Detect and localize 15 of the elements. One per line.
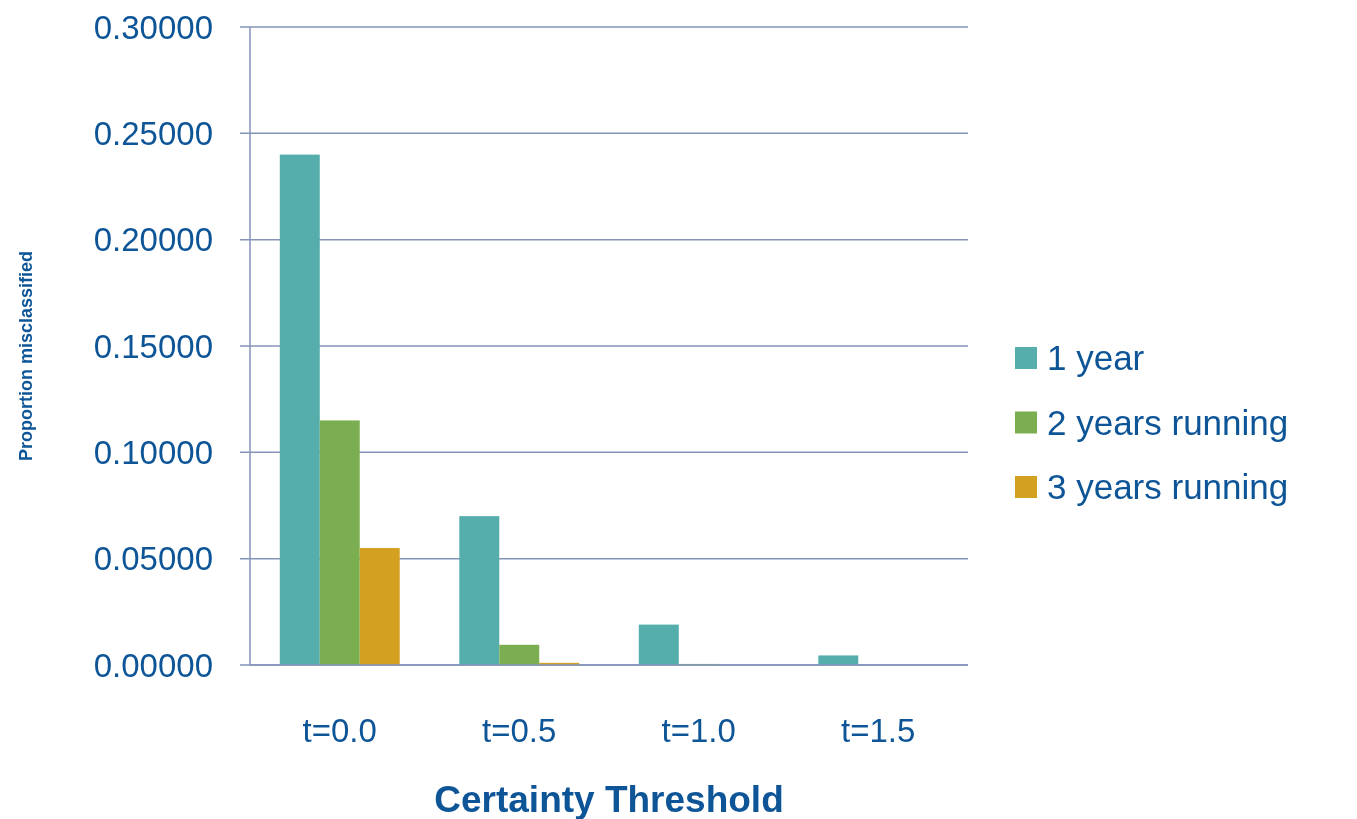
y-tick-label: 0.15000 — [93, 327, 213, 365]
x-tick-label: t=0.0 — [302, 712, 377, 749]
y-tick-label: 0.05000 — [93, 540, 213, 578]
x-tick-label: t=1.5 — [841, 712, 916, 749]
y-tick-label: 0.25000 — [93, 114, 213, 152]
y-tick-label: 0.10000 — [93, 433, 213, 471]
y-tick-label: 0.00000 — [93, 646, 213, 684]
y-tick-label: 0.20000 — [93, 221, 213, 259]
y-tick-label: 0.30000 — [93, 8, 213, 46]
x-tick-label: t=1.0 — [661, 712, 736, 749]
legend-label: 3 years running — [1047, 467, 1289, 506]
x-tick-label: t=0.5 — [482, 712, 557, 749]
legend-label: 2 years running — [1047, 402, 1289, 442]
y-axis-title: Proportion misclassified — [16, 250, 36, 462]
legend-label: 1 year — [1047, 338, 1145, 377]
